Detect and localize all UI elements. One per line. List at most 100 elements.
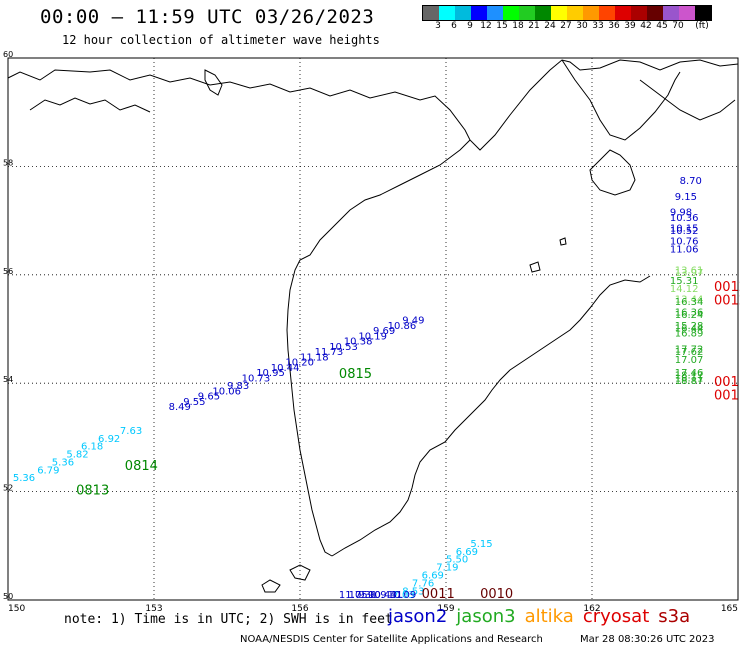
legend-jason2: jason2: [388, 606, 448, 627]
colorbar-label: 21: [528, 21, 540, 31]
swh-value-label: 9.69: [373, 326, 395, 337]
swh-value-label: 16.89: [675, 329, 704, 340]
swh-value-label: 9.90: [358, 590, 380, 601]
swh-value-label: 10.09: [388, 590, 417, 601]
swh-value-label: 16.24: [675, 310, 704, 321]
swh-value-label: 10.43: [368, 590, 397, 601]
swh-value-label: 5.82: [66, 450, 88, 461]
swh-value-label: 10.53: [329, 342, 358, 353]
swh-value-label: 9.49: [402, 315, 424, 326]
swh-value-label: 6.69: [422, 570, 444, 581]
swh-value-label: 9.41: [380, 590, 402, 601]
map-subtitle: 12 hour collection of altimeter wave hei…: [62, 33, 380, 47]
graticule: 150 153 156 159 162 165 60 58 56 54 52 50: [3, 50, 738, 614]
colorbar-label: (ft): [695, 21, 709, 31]
coastline: [7, 59, 739, 593]
swh-value-label: 13.44: [675, 294, 704, 305]
colorbar-swatch: [503, 6, 519, 20]
colorbar-swatch: [439, 6, 455, 20]
swh-value-label: 10.20: [285, 358, 314, 369]
lon-tick-label: 165: [721, 604, 738, 614]
colorbar-swatch: [471, 6, 487, 20]
satellite-tracks: 9.4910.869.6910.1910.3810.5311.7311.1810…: [13, 176, 704, 601]
swh-value-label: 10.38: [344, 337, 373, 348]
swh-value-label: 10.44: [271, 363, 300, 374]
colorbar-swatch: [631, 6, 647, 20]
swh-value-label: 9.83: [227, 381, 249, 392]
colorbar-label: 30: [576, 21, 588, 31]
swh-value-label: 9.65: [198, 392, 220, 403]
lat-tick-label: 50: [3, 592, 13, 601]
colorbar-swatch: [679, 6, 695, 20]
map-title: 00:00 – 11:59 UTC 03/26/2023: [40, 6, 375, 28]
swh-value-label: 5.15: [470, 539, 492, 550]
swh-value-label: 10.15: [670, 223, 699, 234]
swh-value-label: 15.31: [670, 276, 699, 287]
swh-value-label: 5.50: [446, 555, 468, 566]
colorbar-swatch: [551, 6, 567, 20]
swh-value-label: 7.19: [436, 563, 458, 574]
swh-value-label: 10.52: [670, 226, 699, 237]
legend-altika: altika: [524, 606, 574, 627]
colorbar-labels: 3 6 9 12 15 18 21 24 27 30 33 36 39 42 45 70 (ft): [422, 21, 740, 33]
map-note: note: 1) Time is in UTC; 2) SWH is in fe…: [64, 612, 393, 627]
swh-value-label: 17.46: [675, 368, 704, 379]
swh-value-label: 6.92: [98, 434, 120, 445]
swh-value-label: 16.36: [675, 308, 704, 319]
swh-value-label: 18.11: [675, 373, 704, 384]
colorbar-label: 39: [624, 21, 636, 31]
lon-tick-label: 162: [583, 604, 600, 614]
swh-value-label: 6.69: [456, 547, 478, 558]
swh-value-label: 7.76: [412, 578, 434, 589]
swh-value-label: 6.18: [81, 442, 103, 453]
colorbar-swatch: [615, 6, 631, 20]
lat-tick-label: 56: [3, 267, 13, 276]
swh-value-label: 5.36: [13, 473, 35, 484]
swh-value-label: 16.44: [675, 323, 704, 334]
colorbar-swatch: [487, 6, 503, 20]
swh-value-label: 10.76: [670, 237, 699, 248]
colorbar-label: 24: [544, 21, 556, 31]
colorbar-label: 18: [512, 21, 524, 31]
colorbar-swatch: [695, 6, 711, 20]
legend-cryosat: cryosat: [582, 606, 650, 627]
swh-value-label: 10.19: [358, 331, 387, 342]
colorbar-swatch: [455, 6, 471, 20]
colorbar-label: 42: [640, 21, 652, 31]
swh-value-label: 8.70: [680, 176, 702, 187]
legend-s3a: s3a: [658, 606, 691, 627]
colorbar-swatch: [663, 6, 679, 20]
lat-tick-label: 60: [3, 50, 13, 59]
swh-value-label: 8.53: [402, 586, 424, 597]
swh-value-label: 16.34: [675, 297, 704, 308]
pass-time-label: 0012: [714, 280, 740, 295]
swh-value-label: 10.86: [388, 321, 417, 332]
lon-tick-label: 159: [437, 604, 454, 614]
pass-time-label: 0012: [714, 294, 740, 309]
footer-credit: NOAA/NESDIS Center for Satellite Applica…: [240, 634, 543, 645]
colorbar-label: 27: [560, 21, 572, 31]
swh-value-label: 13.97: [675, 268, 704, 279]
wave-height-colorbar: [422, 5, 712, 21]
lon-tick-label: 156: [291, 604, 308, 614]
pass-time-label: 0813: [76, 483, 109, 498]
colorbar-label: 3: [435, 21, 441, 31]
swh-value-label: 11.18: [300, 352, 329, 363]
colorbar-label: 9: [467, 21, 473, 31]
swh-value-label: 9.15: [675, 192, 697, 203]
swh-value-label: 6.79: [37, 465, 59, 476]
legend-jason3: jason3: [456, 606, 516, 627]
colorbar-swatch: [599, 6, 615, 20]
lat-tick-label: 58: [3, 158, 13, 167]
lat-tick-label: 52: [3, 484, 13, 493]
colorbar-label: 6: [451, 21, 457, 31]
pass-time-label: 001: [714, 388, 739, 403]
map-frame: [7, 57, 739, 601]
footer-timestamp: Mar 28 08:30:26 UTC 2023: [580, 634, 715, 645]
swh-value-label: 18.87: [675, 376, 704, 387]
pass-time-label: 001: [714, 375, 739, 390]
pass-time-label: 0010: [480, 587, 513, 602]
colorbar-label: 70: [672, 21, 684, 31]
